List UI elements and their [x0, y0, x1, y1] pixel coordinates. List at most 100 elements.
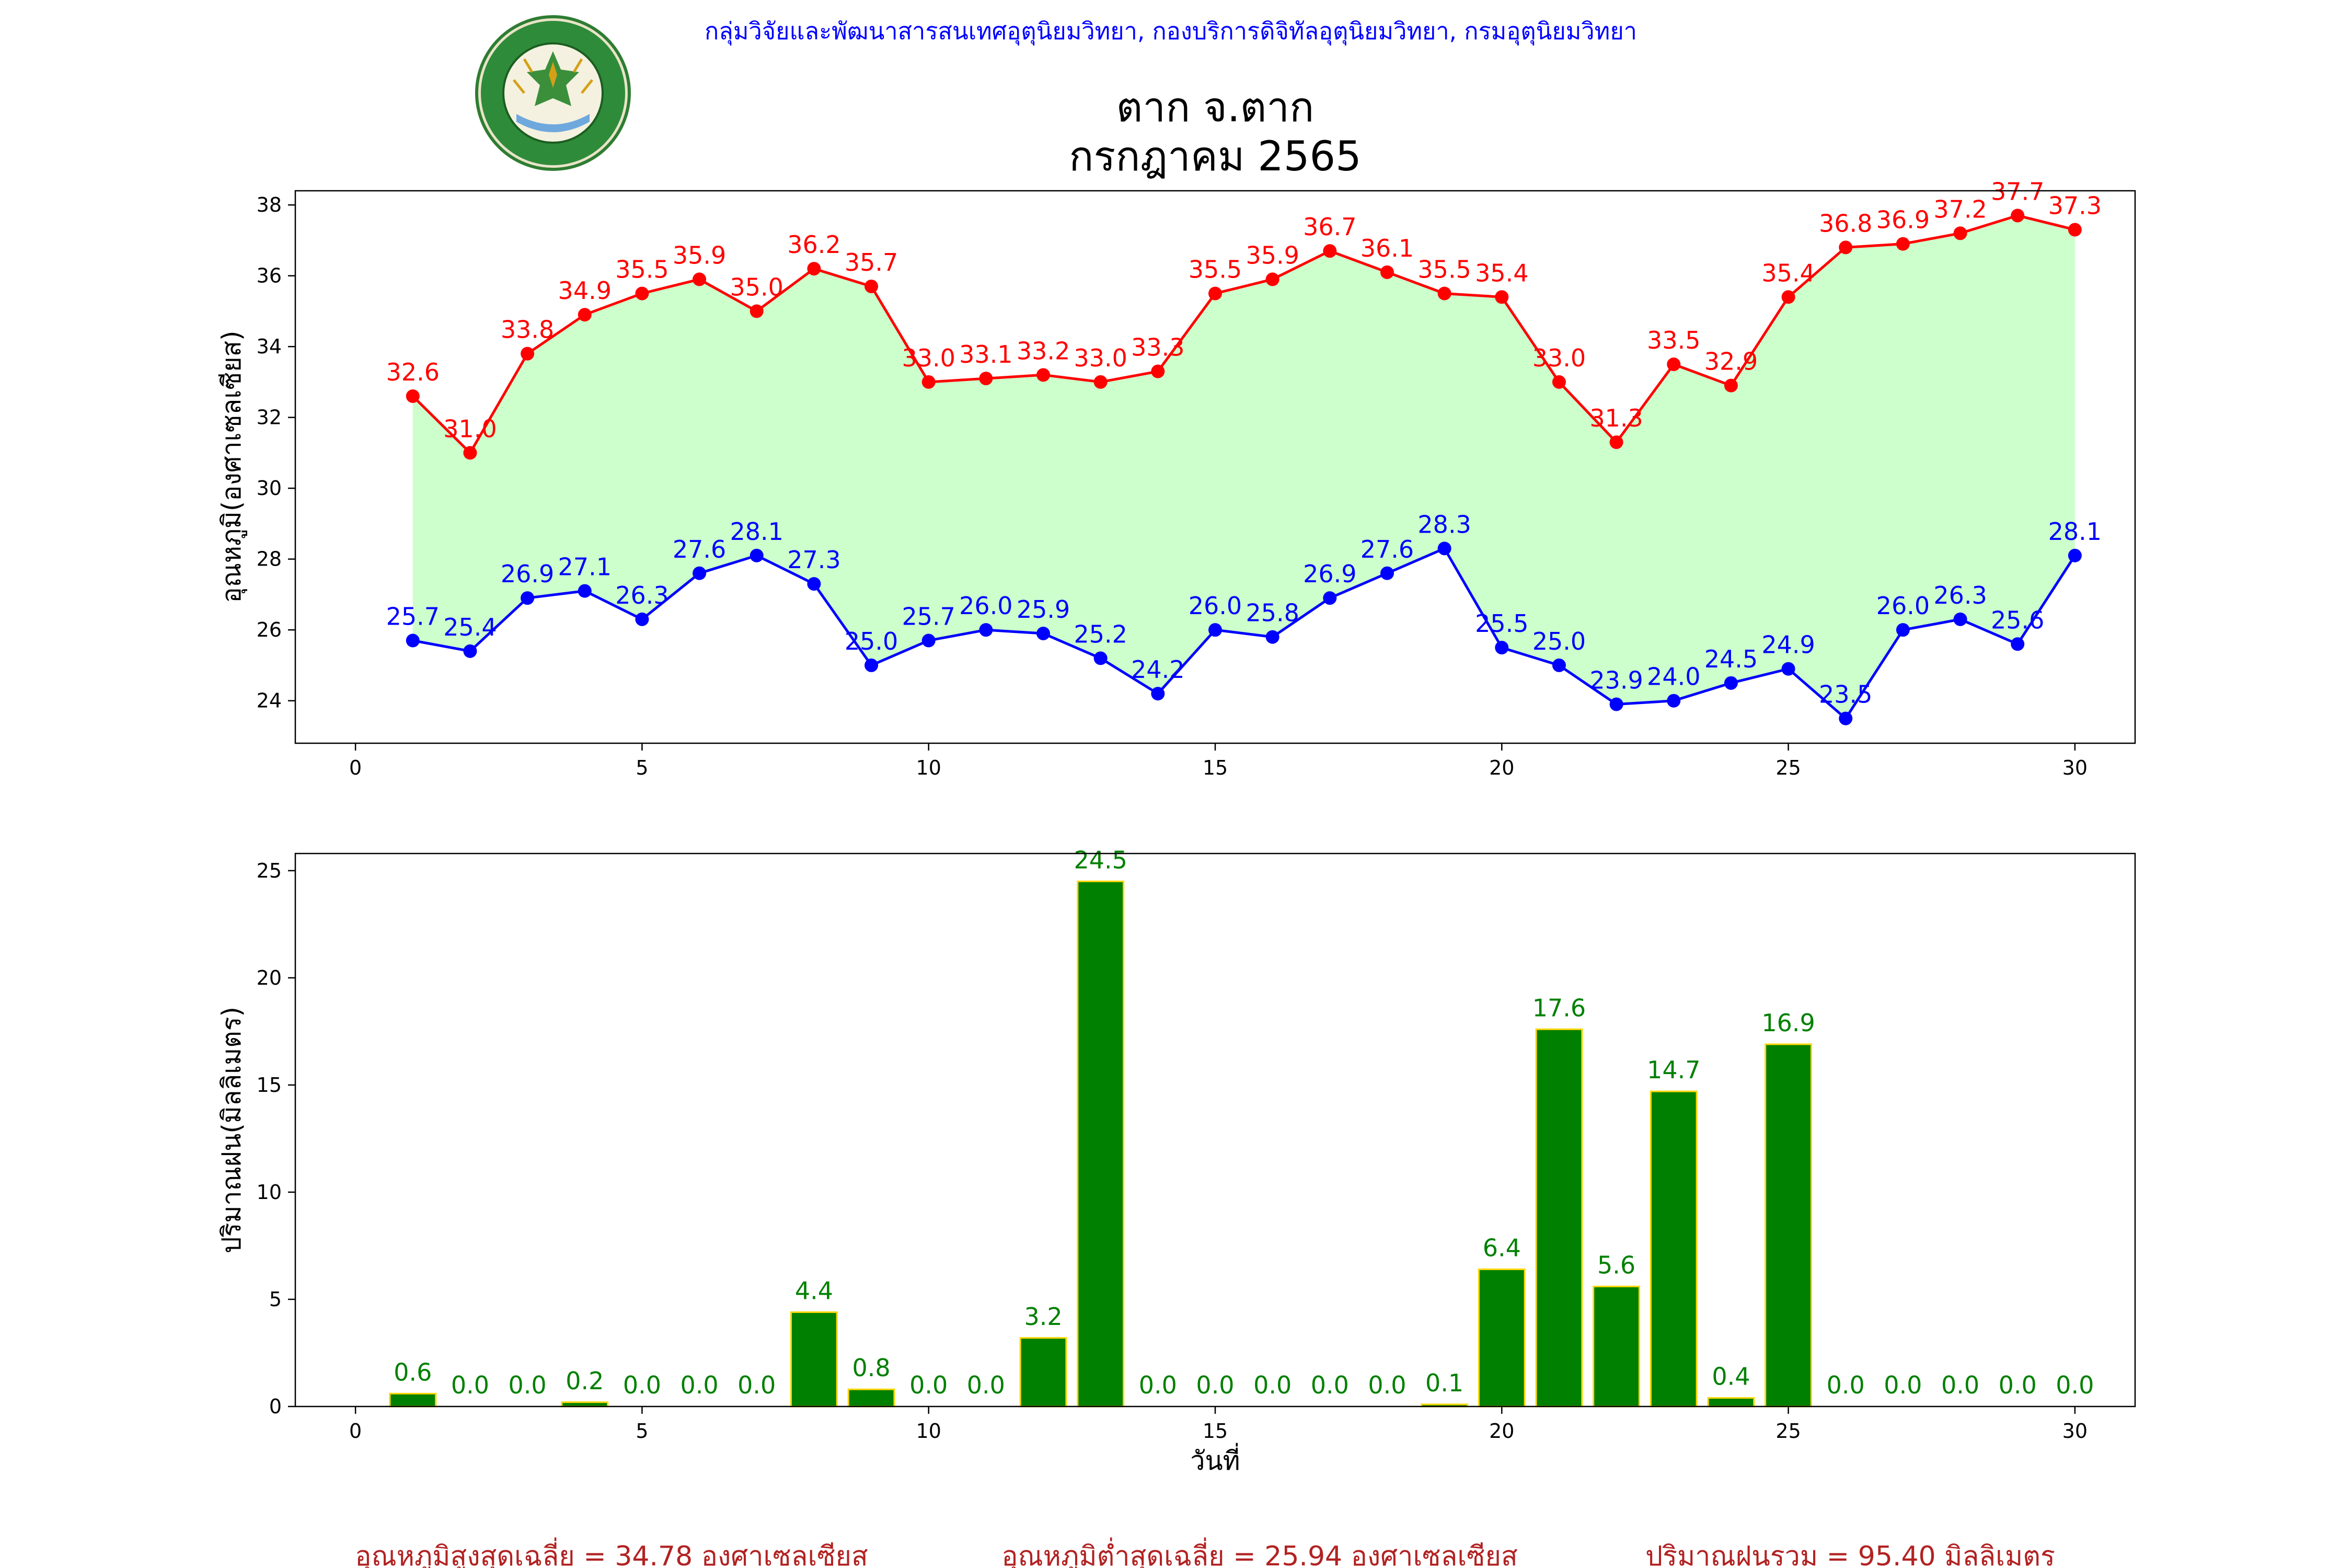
min-temperature-label: 25.0	[1532, 627, 1586, 655]
max-temperature-label: 37.2	[1933, 195, 1987, 223]
min-temperature-label: 23.5	[1819, 681, 1872, 709]
chart-title-line2: กรกฎาคม 2565	[1069, 133, 1361, 180]
max-temperature-point	[2011, 209, 2025, 223]
min-temperature-point	[979, 623, 993, 637]
rainfall-bar-label: 0.0	[967, 1371, 1005, 1399]
max-temperature-label: 35.5	[615, 255, 668, 283]
min-temperature-label: 26.3	[615, 581, 668, 609]
rainfall-bar	[1077, 880, 1125, 1408]
rainfall-bar-label: 0.0	[1999, 1371, 2037, 1399]
max-temperature-point	[693, 272, 707, 286]
min-temperature-point	[1896, 623, 1910, 637]
rainfall-bar-label: 0.0	[681, 1371, 719, 1399]
min-temperature-label: 26.9	[501, 560, 554, 588]
max-temperature-label: 35.7	[845, 248, 898, 276]
min-temperature-label: 28.1	[2048, 517, 2102, 546]
min-temperature-point	[1208, 623, 1222, 637]
chart-title-line1: ตาก จ.ตาก	[1116, 84, 1315, 131]
min-temperature-point	[1323, 591, 1337, 605]
max-temperature-label: 33.0	[902, 344, 955, 372]
min-temperature-label: 26.9	[1303, 560, 1356, 588]
rainfall-bar-label: 0.0	[909, 1371, 948, 1399]
max-temperature-point	[406, 389, 420, 403]
min-temperature-label: 25.2	[1074, 620, 1127, 648]
max-temperature-line	[412, 214, 2076, 455]
min-temperature-point	[864, 658, 879, 672]
rainfall-x-tick-label: 10	[916, 1420, 941, 1443]
rainfall-bar	[1535, 1028, 1583, 1408]
max-temperature-point	[750, 304, 764, 318]
temperature-x-tick-label: 10	[916, 756, 941, 779]
temperature-panel: 0 5 10 15 20 25 30 24 26 28 30 32 34 36 38 32.631.0 33.8…	[257, 177, 2136, 779]
rainfall-bar-label: 0.6	[394, 1358, 432, 1386]
rainfall-y-tick-label: 25	[257, 859, 282, 882]
min-temperature-point	[2011, 637, 2025, 651]
max-temperature-point	[1839, 240, 1853, 255]
min-temperature-label: 28.1	[730, 517, 783, 546]
rainfall-y-axis-label: ปริมาณฝน(มิลลิเมตร)	[216, 1007, 247, 1253]
rainfall-bar-label: 0.0	[737, 1371, 776, 1399]
min-temperature-label: 25.8	[1246, 599, 1299, 627]
max-temperature-point	[1609, 435, 1623, 449]
min-temperature-label: 24.9	[1761, 631, 1815, 659]
max-temperature-point	[578, 308, 592, 322]
temperature-y-tick-label: 34	[257, 335, 282, 358]
max-temperature-point	[807, 262, 821, 276]
min-temperature-point	[1437, 541, 1451, 556]
rainfall-bar-label: 16.9	[1761, 1009, 1815, 1037]
min-temperature-point	[1953, 612, 1967, 626]
max-temperature-label: 35.4	[1475, 259, 1528, 287]
max-temperature-point	[1495, 290, 1509, 304]
max-temperature-label: 36.9	[1876, 206, 1930, 234]
rainfall-bar-label: 0.0	[1941, 1371, 1979, 1399]
temperature-y-axis-label: อุณหภูมิ(องศาเซลเซียส)	[216, 330, 247, 603]
rainfall-x-tick-label: 30	[2062, 1420, 2088, 1443]
max-temperature-point	[864, 279, 879, 293]
min-temperature-label: 27.3	[787, 546, 840, 574]
min-temperature-label: 26.0	[1189, 592, 1242, 620]
temperature-x-tick-label: 25	[1775, 756, 1801, 779]
max-temperature-point	[1265, 272, 1279, 286]
min-temperature-point	[1724, 676, 1738, 690]
max-temperature-label: 32.6	[386, 358, 440, 386]
rainfall-y-tick-label: 20	[257, 966, 282, 989]
rainfall-bar-label: 0.8	[852, 1354, 890, 1382]
meteorological-department-logo	[475, 15, 631, 171]
rainfall-bar-label: 0.0	[1196, 1371, 1234, 1399]
rainfall-bar-label: 6.4	[1483, 1234, 1521, 1262]
max-temperature-point	[1093, 375, 1108, 389]
rainfall-y-tick-label: 0	[269, 1395, 282, 1418]
min-temperature-label: 24.0	[1647, 663, 1700, 691]
rainfall-bar-label: 0.0	[2056, 1371, 2094, 1399]
min-temperature-point	[921, 633, 936, 648]
max-temperature-label: 35.0	[730, 273, 783, 301]
rainfall-bar	[1765, 1043, 1812, 1408]
min-temperature-label: 26.3	[1933, 581, 1987, 609]
rainfall-bar-label: 14.7	[1647, 1056, 1700, 1084]
min-temperature-label: 28.3	[1417, 510, 1471, 538]
min-temperature-label: 25.5	[1475, 609, 1528, 638]
max-temperature-point	[1953, 226, 1967, 240]
max-temperature-label: 33.0	[1074, 344, 1127, 372]
rainfall-bar	[847, 1388, 895, 1408]
rainfall-y-tick-label: 10	[257, 1181, 282, 1204]
temperature-x-tick-label: 0	[349, 756, 362, 779]
max-temperature-label: 35.5	[1417, 255, 1471, 283]
min-temperature-point	[750, 548, 764, 562]
temperature-y-tick-label: 24	[257, 689, 282, 712]
temperature-y-tick-label: 30	[257, 477, 282, 500]
rainfall-bar-label: 0.4	[1712, 1363, 1750, 1391]
max-temperature-label: 36.1	[1361, 234, 1414, 262]
min-temperature-label: 25.0	[845, 627, 898, 655]
max-temperature-point	[921, 375, 936, 389]
min-temperature-label: 26.0	[959, 592, 1012, 620]
max-temperature-point	[521, 347, 535, 361]
max-temperature-point	[463, 446, 477, 460]
max-temperature-point	[1036, 368, 1051, 382]
rainfall-x-tick-label: 15	[1203, 1420, 1228, 1443]
min-temperature-point	[463, 644, 477, 658]
rainfall-bar	[1019, 1337, 1067, 1408]
rainfall-bar-label: 0.0	[451, 1371, 489, 1399]
min-temperature-label: 26.0	[1876, 592, 1930, 620]
